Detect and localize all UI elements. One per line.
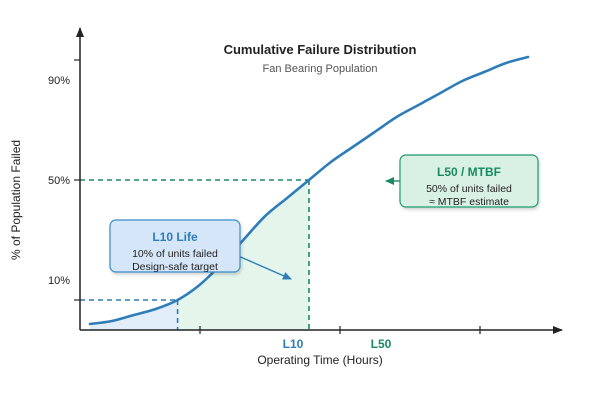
l50-callout-line-2: ≈ MTBF estimate — [429, 196, 509, 208]
chart-title: Cumulative Failure Distribution — [224, 42, 417, 57]
l10-callout-box — [109, 219, 241, 273]
l10-callout-arrow — [235, 254, 292, 280]
y-tick-label-50: 50% — [48, 175, 70, 187]
y-tick-label-10: 10% — [48, 275, 70, 287]
l10-callout-title: L10 Life — [152, 230, 198, 244]
x-tick-label-l10: L10 — [283, 337, 304, 351]
y-tick-label-90: 90% — [48, 75, 70, 87]
l50-region-fill — [177, 180, 309, 330]
cumulative-failure-curve — [88, 55, 530, 326]
y-axis-title: % of Population Failed — [9, 140, 23, 260]
x-axis-ticks — [199, 326, 481, 334]
reference-lines — [80, 179, 310, 330]
y-axis-ticks — [74, 59, 80, 301]
l10-callout-line-2: Design-safe target — [132, 261, 218, 273]
x-tick-label-l50: L50 — [371, 337, 392, 351]
l50-callout-title: L50 / MTBF — [437, 165, 501, 179]
l10-callout: L10 Life 10% of units failed Design-safe… — [109, 219, 292, 280]
l10-callout-line-1: 10% of units failed — [132, 248, 218, 260]
x-axis-title: Operating Time (Hours) — [257, 353, 382, 367]
l50-callout-box — [399, 154, 539, 208]
chart-subtitle: Fan Bearing Population — [263, 63, 378, 75]
l50-callout-line-1: 50% of units failed — [426, 183, 512, 195]
l50-callout: L50 / MTBF 50% of units failed ≈ MTBF es… — [385, 154, 539, 208]
